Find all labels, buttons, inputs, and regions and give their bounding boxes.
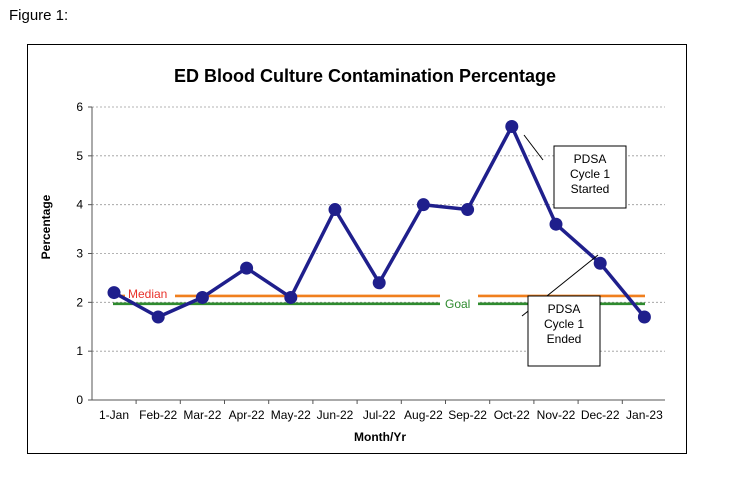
x-tick-label: Mar-22 — [183, 408, 221, 422]
x-tick-label: Aug-22 — [404, 408, 443, 422]
y-tick-label: 0 — [76, 393, 83, 407]
data-point — [549, 217, 563, 231]
y-tick-label: 6 — [76, 100, 83, 114]
y-tick-label: 1 — [76, 344, 83, 358]
data-point — [593, 256, 607, 270]
x-tick-label: Feb-22 — [139, 408, 177, 422]
annotation-text: Ended — [547, 332, 582, 346]
y-tick-labels: 0 1 2 3 4 5 6 — [76, 100, 83, 407]
data-point — [195, 290, 209, 304]
x-tick-label: Jan-23 — [626, 408, 663, 422]
goal-label-bg — [440, 294, 478, 309]
x-tick-label: 1-Jan — [99, 408, 129, 422]
y-tick-label: 2 — [76, 295, 83, 309]
median-label-bg — [125, 286, 175, 300]
annotation-leader — [523, 134, 544, 161]
annotation-box — [527, 295, 601, 367]
series — [107, 120, 651, 324]
goal-label: Goal — [445, 297, 470, 311]
x-tick-labels: 1-Jan Feb-22 Mar-22 Apr-22 May-22 Jun-22 Jul-2… — [99, 408, 663, 422]
data-point — [328, 203, 342, 217]
y-axis-title: Percentage — [39, 194, 53, 259]
y-tick-label: 5 — [76, 149, 83, 163]
annotation-box — [553, 145, 627, 209]
x-tick-label: Jun-22 — [317, 408, 354, 422]
annotation-text: Cycle 1 — [544, 317, 584, 331]
data-point — [240, 261, 254, 275]
x-tick-label: Sep-22 — [448, 408, 487, 422]
data-point — [637, 310, 651, 324]
axes — [88, 106, 665, 404]
annotation-text: PDSA — [548, 302, 581, 316]
annotation-text: PDSA — [574, 152, 607, 166]
chart-title: ED Blood Culture Contamination Percentag… — [174, 66, 556, 86]
x-tick-label: Apr-22 — [229, 408, 265, 422]
x-tick-label: Nov-22 — [537, 408, 576, 422]
annotation-text: Started — [571, 182, 610, 196]
x-tick-label: Jul-22 — [363, 408, 396, 422]
median-label: Median — [128, 287, 167, 301]
x-tick-label: Oct-22 — [494, 408, 530, 422]
data-point — [151, 310, 165, 324]
x-axis-title: Month/Yr — [354, 430, 406, 444]
figure-label: Figure 1: — [9, 7, 69, 24]
annotation-text: Cycle 1 — [570, 167, 610, 181]
y-tick-label: 4 — [76, 198, 83, 212]
data-point — [416, 198, 430, 212]
data-point — [505, 120, 519, 134]
data-point — [461, 203, 475, 217]
y-tick-label: 3 — [76, 247, 83, 261]
data-point — [372, 276, 386, 290]
data-point — [107, 286, 121, 300]
x-tick-label: May-22 — [271, 408, 311, 422]
data-point — [284, 290, 298, 304]
x-tick-label: Dec-22 — [581, 408, 620, 422]
